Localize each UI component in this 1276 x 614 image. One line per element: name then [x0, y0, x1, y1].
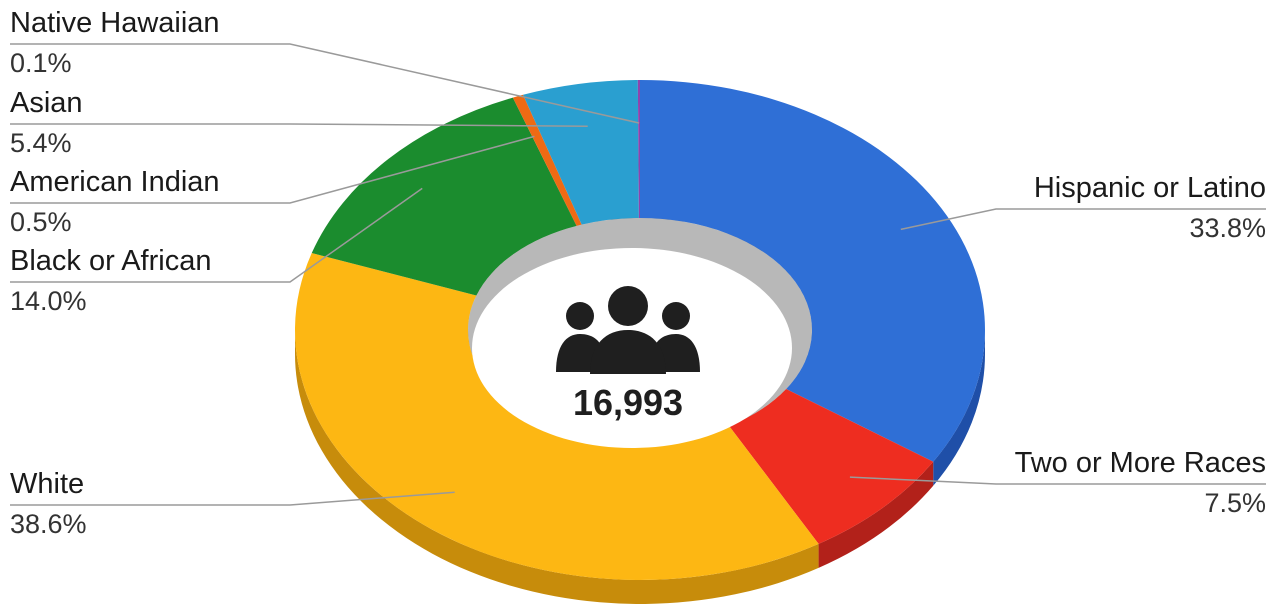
slice-label: Asian [10, 87, 83, 119]
slice-value: 5.4% [10, 128, 72, 158]
slice-label: Hispanic or Latino [1034, 172, 1266, 204]
slice-value: 38.6% [10, 509, 87, 539]
total-count: 16,993 [573, 382, 683, 423]
slice-label: Black or African [10, 245, 211, 277]
donut-slices [295, 80, 985, 580]
slice-label: White [10, 468, 84, 500]
slice-label: Two or More Races [1015, 447, 1266, 479]
slice-label: Native Hawaiian [10, 7, 220, 39]
slice-value: 0.1% [10, 48, 72, 78]
slice-value: 33.8% [1189, 213, 1266, 243]
slice-value: 7.5% [1204, 488, 1266, 518]
slice-value: 0.5% [10, 207, 72, 237]
slice-label: American Indian [10, 166, 220, 198]
slice-value: 14.0% [10, 286, 87, 316]
